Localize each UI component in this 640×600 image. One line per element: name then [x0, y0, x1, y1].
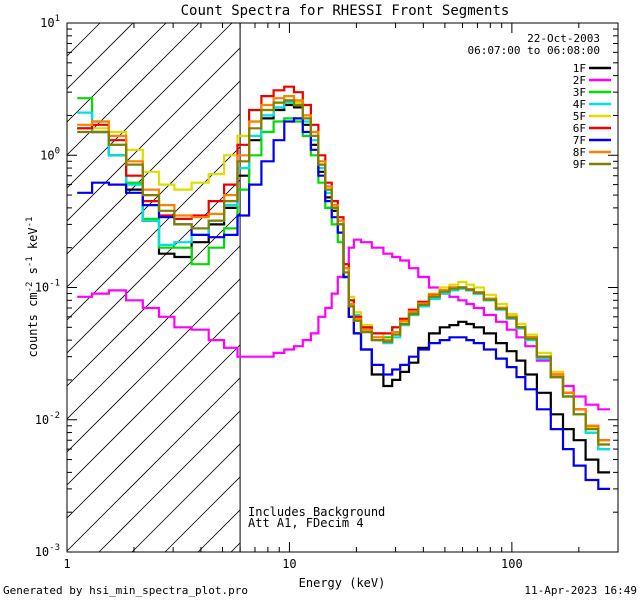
hatch-line — [67, 23, 200, 156]
chart-title: Count Spectra for RHESSI Front Segments — [181, 3, 510, 19]
hatch-line — [164, 476, 241, 552]
y-tick-label: 100 — [40, 146, 60, 162]
ylabel-exp-cm: -2 — [25, 282, 35, 293]
y-tick-label: 101 — [40, 14, 60, 30]
hatch-line — [67, 23, 101, 57]
hatch-line — [67, 179, 241, 354]
plot-frame — [66, 22, 619, 553]
legend-label: 5F — [573, 110, 586, 123]
hatch-line — [230, 542, 241, 552]
x-axis-label: Energy (keV) — [299, 576, 386, 590]
hatch-line — [67, 311, 241, 486]
y-tick-label: 10-1 — [35, 279, 60, 295]
hatch-line — [67, 146, 241, 321]
series-line-5F — [77, 99, 611, 446]
legend-label: 2F — [573, 74, 586, 87]
y-tick-label: 10-2 — [35, 411, 60, 427]
series-line-2F — [77, 238, 611, 411]
footer-timestamp: 11-Apr-2023 16:49 — [524, 584, 637, 597]
ylabel-exp-kev: -1 — [25, 217, 35, 228]
annotation-background: Includes Background — [248, 505, 385, 519]
series-group — [77, 85, 611, 490]
footer-generated-by: Generated by hsi_min_spectra_plot.pro — [3, 584, 248, 597]
hatch-line — [67, 278, 241, 453]
legend-time-range: 06:07:00 to 06:08:00 — [468, 44, 600, 57]
legend-label: 1F — [573, 62, 586, 75]
series-line-9F — [77, 99, 611, 446]
hatch-line — [197, 509, 241, 552]
hatch-line — [67, 80, 241, 255]
legend-label: 9F — [573, 158, 586, 171]
legend: 22-Oct-2003 06:07:00 to 06:08:00 1F2F3F4… — [468, 32, 611, 171]
annotation-attenuator: Att A1, FDecim 4 — [248, 516, 364, 530]
hatch-line — [67, 245, 241, 420]
hatch-line — [67, 377, 241, 552]
x-tick-label: 10 — [282, 557, 296, 571]
ylabel-kev: keV — [26, 227, 40, 256]
legend-label: 6F — [573, 122, 586, 135]
series-line-7F — [77, 117, 611, 490]
legend-label: 4F — [573, 98, 586, 111]
legend-label: 3F — [573, 86, 586, 99]
x-tick-label: 1 — [63, 557, 70, 571]
hatch-line — [131, 443, 241, 552]
series-line-1F — [77, 103, 611, 474]
hatch-line — [67, 23, 167, 123]
hatch-line — [67, 344, 241, 519]
hatch-line — [67, 23, 233, 189]
legend-label: 7F — [573, 134, 586, 147]
ylabel-s: s — [26, 267, 40, 281]
y-axis-label: counts cm-2 s-1 keV-1 — [25, 217, 40, 358]
y-tick-label: 10-3 — [35, 543, 60, 559]
hatch-line — [98, 410, 241, 552]
legend-date: 22-Oct-2003 — [527, 32, 600, 45]
hatch-line — [67, 47, 241, 222]
hatch-line — [67, 212, 241, 387]
hatch-line — [67, 23, 134, 90]
legend-label: 8F — [573, 146, 586, 159]
ylabel-exp-s: -1 — [25, 256, 35, 267]
ylabel-base: counts cm — [26, 292, 40, 357]
x-tick-label: 100 — [501, 557, 523, 571]
axes: 1 10 100 10-3 10-2 10-1 100 101 — [35, 14, 619, 571]
